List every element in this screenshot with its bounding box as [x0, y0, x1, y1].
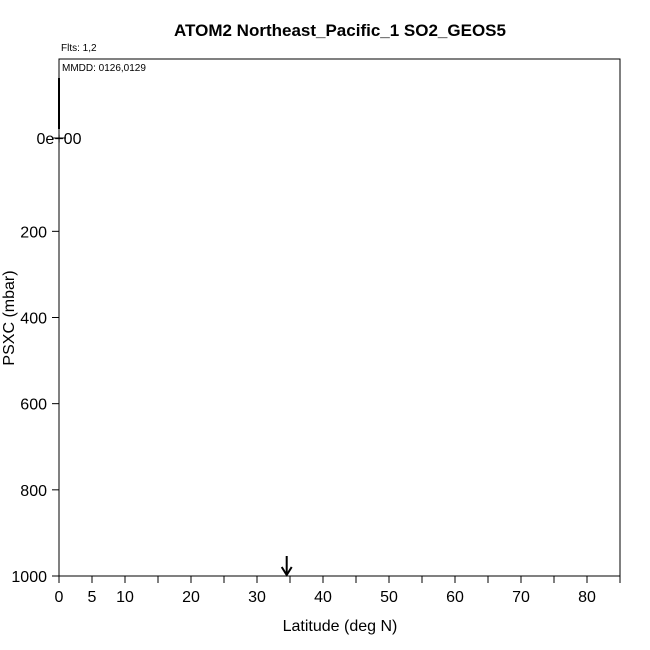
x-tick-label: 60: [446, 589, 464, 606]
x-tick-label: 80: [578, 589, 596, 606]
x-tick-label: 30: [248, 589, 266, 606]
x-tick-label: 70: [512, 589, 530, 606]
chart-title: ATOM2 Northeast_Pacific_1 SO2_GEOS5: [174, 21, 506, 40]
x-tick-label: 5: [88, 589, 97, 606]
y-tick-label: 400: [20, 311, 47, 328]
x-tick-label: 10: [116, 589, 134, 606]
latitude-marker-arrow: [280, 556, 293, 577]
flights-label: Flts: 1,2: [61, 43, 97, 54]
flight-track: [60, 217, 522, 573]
x-tick-label: 40: [314, 589, 332, 606]
colorbar-zero-label: 0e+00: [37, 131, 82, 148]
flight-track-line: [60, 217, 522, 573]
x-axis-label: Latitude (deg N): [283, 618, 398, 635]
y-tick-label: 200: [20, 224, 47, 241]
y-tick-label: 800: [20, 483, 47, 500]
x-tick-label: 50: [380, 589, 398, 606]
y-axis: 1000 800 600 400 200: [11, 224, 59, 586]
y-axis-label: PSXC (mbar): [1, 270, 18, 365]
dates-label: MMDD: 0126,0129: [62, 63, 146, 74]
x-tick-label: 0: [55, 589, 64, 606]
y-tick-label: 600: [20, 397, 47, 414]
x-axis: 0 5 10 20 30 40 50 60 70 80: [55, 575, 621, 606]
x-tick-label: 20: [182, 589, 200, 606]
marker-head: [280, 566, 293, 577]
y-tick-label: 1000: [11, 569, 47, 586]
